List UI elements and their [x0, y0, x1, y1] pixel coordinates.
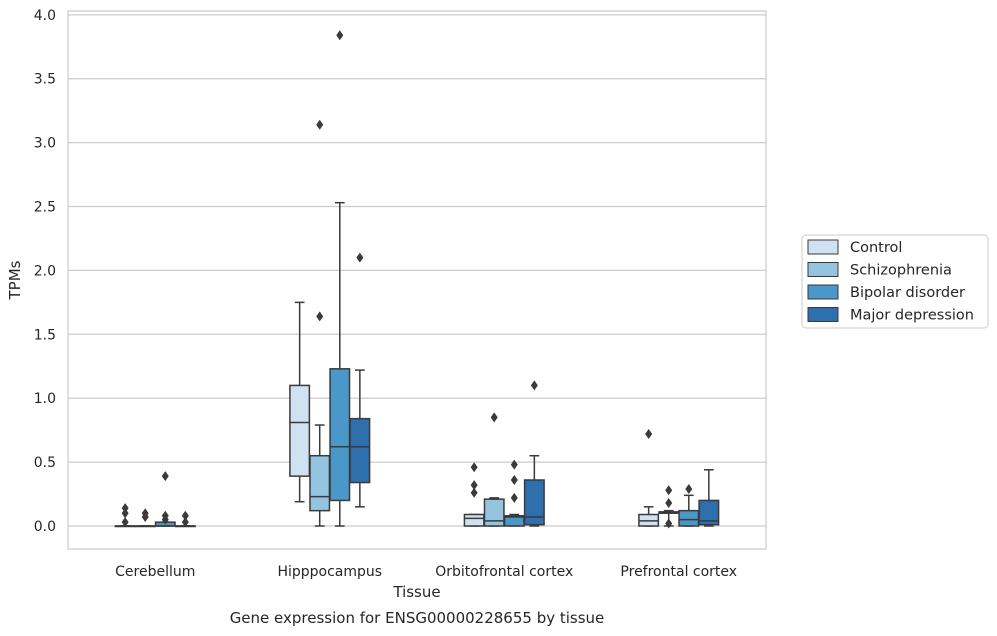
box-iqr: [698, 499, 720, 526]
legend-label: Major depression: [850, 308, 974, 324]
outlier-point: [121, 503, 129, 514]
legend-frame: [801, 234, 989, 329]
box-iqr: [483, 498, 505, 527]
box-1-0: [289, 301, 311, 503]
outlier-point: [645, 428, 653, 439]
box-iqr: [349, 417, 371, 484]
outlier-point: [530, 380, 538, 391]
box-1-2: [329, 30, 351, 527]
outlier-point: [665, 485, 673, 496]
box-2-2: [503, 459, 525, 527]
box-iqr: [329, 368, 351, 502]
legend: Control Schizophrenia Bipolar disorder Majo…: [801, 234, 989, 329]
outlier-point: [685, 483, 693, 494]
outlier-point: [121, 508, 129, 519]
outlier-point: [470, 480, 478, 491]
y-tick-label: 2.5: [34, 200, 56, 216]
y-tick-label: 4.0: [34, 8, 56, 24]
outlier-point: [510, 492, 518, 503]
outlier-point: [490, 412, 498, 423]
y-tick-label: 3.5: [34, 72, 56, 88]
outlier-point: [161, 510, 169, 521]
y-tick-labels: 0.0 0.5 1.0 1.5 2.0 2.5 3.0 3.5 4.0: [34, 8, 56, 535]
plot-frame: [67, 10, 767, 550]
box-iqr: [463, 513, 485, 527]
outlier-point: [665, 518, 673, 529]
x-tick-label: Cerebellum: [115, 564, 195, 580]
x-tick-label: Prefrontal cortex: [620, 564, 737, 580]
legend-swatch: [807, 239, 839, 255]
x-tick-label: Hipppocampus: [277, 564, 382, 580]
legend-swatch: [807, 307, 839, 322]
legend-label: Bipolar disorder: [850, 285, 965, 301]
x-tick-labels: Cerebellum Hipppocampus Orbitofrontal cort…: [115, 564, 737, 580]
y-tick-label: 0.0: [34, 519, 56, 535]
y-axis-label: TPMs: [6, 260, 24, 300]
outlier-point: [336, 30, 344, 41]
outlier-point: [470, 462, 478, 473]
outlier-point: [510, 459, 518, 470]
outlier-point: [316, 311, 324, 322]
box-2-0: [463, 462, 485, 527]
outlier-point: [356, 252, 364, 263]
outlier-point: [665, 497, 673, 508]
box-0-3: [174, 510, 196, 528]
y-tick-label: 1.0: [34, 391, 56, 407]
legend-swatch: [807, 284, 839, 300]
legend-label: Control: [850, 240, 902, 256]
outlier-point: [510, 474, 518, 485]
y-tick-label: 1.5: [34, 327, 56, 343]
x-axis-label: Tissue: [392, 583, 440, 601]
y-tick-label: 2.0: [34, 263, 56, 279]
x-tick-label: Orbitofrontal cortex: [435, 564, 573, 580]
y-tick-label: 3.0: [34, 136, 56, 152]
box-0-2: [154, 471, 176, 527]
box-groups: [114, 30, 720, 529]
outlier-point: [181, 510, 189, 521]
box-iqr: [678, 509, 700, 527]
box-iqr: [523, 479, 545, 526]
outlier-point: [470, 487, 478, 498]
outlier-point: [161, 471, 169, 482]
y-tick-label: 0.5: [34, 455, 56, 471]
outlier-point: [181, 517, 189, 528]
box-3-2: [678, 483, 700, 527]
legend-swatch: [807, 262, 839, 277]
outlier-point: [316, 119, 324, 130]
box-iqr: [309, 454, 331, 512]
legend-label: Schizophrenia: [850, 263, 952, 279]
outlier-point: [141, 508, 149, 519]
box-2-1: [483, 412, 505, 527]
box-iqr: [289, 384, 311, 477]
outlier-point: [121, 517, 129, 528]
box-3-3: [698, 469, 720, 527]
box-1-3: [349, 252, 371, 508]
box-2-3: [523, 380, 545, 527]
box-3-0: [638, 428, 660, 527]
chart-caption: Gene expression for ENSG00000228655 by t…: [230, 609, 605, 627]
